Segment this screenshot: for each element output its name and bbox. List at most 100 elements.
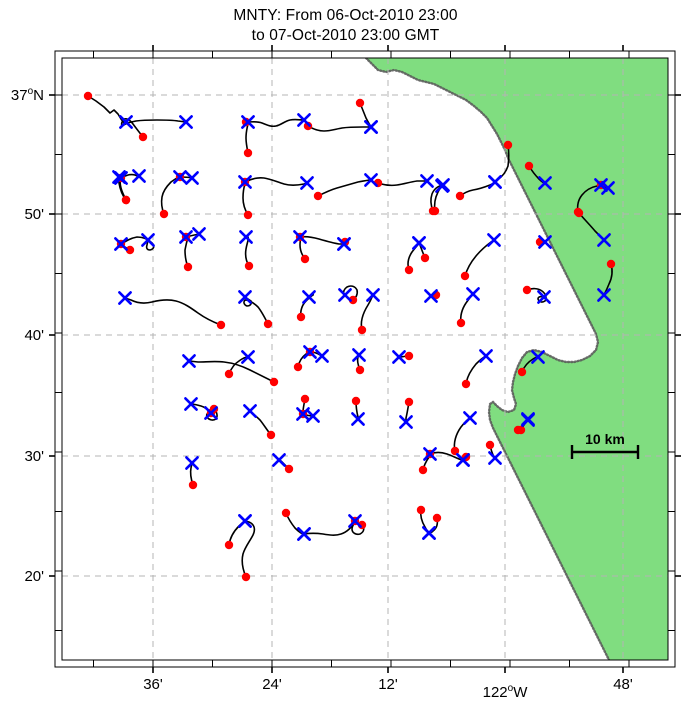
frame-block (450, 50, 511, 59)
end-marker-blue-x (297, 113, 311, 127)
end-marker-blue-x (243, 404, 257, 418)
end-marker-blue-x (293, 230, 307, 244)
end-marker-blue-x (272, 453, 286, 467)
frame-block (667, 94, 676, 155)
start-marker-red-dot (284, 464, 294, 474)
start-marker-red-dot (355, 365, 365, 375)
start-marker-red-dot (266, 430, 276, 440)
trajectory-path (576, 184, 602, 213)
start-marker-red-dot (300, 394, 310, 404)
frame-block (54, 570, 63, 631)
start-marker-red-dot (404, 397, 414, 407)
start-marker-red-dot (216, 320, 226, 330)
start-marker-red-dot (313, 191, 323, 201)
start-marker-red-dot (404, 265, 414, 275)
title-line-2: to 07-Oct-2010 23:00 GMT (251, 27, 440, 44)
start-marker-red-dot (450, 446, 460, 456)
end-marker-blue-x (366, 288, 380, 302)
y-axis-tick-label-0: 37oN (11, 86, 44, 104)
x-axis-tick-label-2: 12' (378, 676, 398, 693)
end-marker-blue-x (300, 176, 314, 190)
trajectory-path (526, 287, 547, 303)
start-marker-red-dot (455, 191, 465, 201)
end-marker-blue-x (594, 178, 608, 192)
frame-block (331, 50, 392, 59)
end-marker-blue-x (338, 288, 352, 302)
end-marker-blue-x (114, 237, 128, 251)
trajectory-path (351, 520, 365, 536)
scale-bar-line (570, 445, 640, 459)
trajectory-path (244, 176, 308, 186)
end-marker-blue-x (204, 406, 218, 420)
plot-frame (49, 45, 681, 673)
frame-block (54, 451, 63, 512)
start-marker-red-dot (513, 425, 523, 435)
x-axis-tick-label-1: 24' (262, 676, 282, 693)
figure-title: MNTY: From 06-Oct-2010 23:00 to 07-Oct-2… (0, 6, 691, 46)
x-axis-tick-label-0: 36' (143, 676, 163, 693)
frame-block (667, 213, 676, 274)
frame-block (667, 570, 676, 631)
frame-block (569, 659, 630, 668)
trajectory-path (430, 184, 444, 212)
scale-bar: 10 km (570, 431, 640, 459)
start-marker-red-dot (517, 367, 527, 377)
end-marker-blue-x (185, 171, 199, 185)
start-marker-red-dot (224, 369, 234, 379)
end-marker-blue-x (597, 288, 611, 302)
end-marker-blue-x (456, 453, 470, 467)
start-marker-red-dot (404, 351, 414, 361)
start-marker-red-dot (296, 312, 306, 322)
frame-block (212, 659, 273, 668)
end-marker-blue-x (179, 230, 193, 244)
end-marker-blue-x (141, 233, 155, 247)
trajectory-path (307, 125, 372, 132)
start-marker-red-dot (461, 379, 471, 389)
end-marker-blue-x (238, 175, 252, 189)
start-marker-red-dot (224, 540, 234, 550)
end-markers-group (112, 113, 615, 541)
end-marker-blue-x (112, 170, 126, 184)
end-marker-blue-x (173, 170, 187, 184)
end-marker-blue-x (348, 514, 362, 528)
end-marker-blue-x (399, 415, 413, 429)
end-marker-blue-x (521, 413, 535, 427)
end-marker-blue-x (118, 291, 132, 305)
trajectory-path (377, 180, 428, 187)
end-marker-blue-x (185, 456, 199, 470)
end-marker-blue-x (241, 350, 255, 364)
end-marker-blue-x (179, 115, 193, 129)
start-marker-red-dot (357, 325, 367, 335)
start-marker-red-dot (293, 362, 303, 372)
end-marker-blue-x (192, 227, 206, 241)
start-marker-red-dot (574, 208, 584, 218)
title-line-1: MNTY: From 06-Oct-2010 23:00 (233, 7, 458, 24)
end-marker-blue-x (422, 526, 436, 540)
trajectory-path (429, 451, 464, 461)
end-marker-blue-x (351, 412, 365, 426)
end-marker-blue-x (239, 230, 253, 244)
start-marker-red-dot (348, 295, 358, 305)
end-marker-blue-x (487, 233, 501, 247)
start-marker-red-dot (503, 140, 513, 150)
frame-block (450, 659, 511, 668)
end-marker-blue-x (182, 354, 196, 368)
end-marker-blue-x (303, 345, 317, 359)
end-marker-blue-x (601, 181, 615, 195)
end-marker-blue-x (466, 287, 480, 301)
scale-bar-label: 10 km (585, 431, 625, 447)
end-marker-blue-x (412, 236, 426, 250)
start-marker-red-dot (269, 377, 279, 387)
end-marker-blue-x (315, 349, 329, 363)
trajectory-path (243, 296, 269, 325)
start-marker-red-dot (300, 254, 310, 264)
x-axis-labels: 36' 24' 12' 122oW 48' (143, 676, 633, 701)
frame-block (54, 94, 63, 155)
trajectory-path (87, 95, 128, 124)
end-marker-blue-x (479, 349, 493, 363)
y-axis-tick-label-4: 20' (24, 568, 44, 585)
end-marker-blue-x (352, 348, 366, 362)
y-axis-tick-label-1: 50' (24, 206, 44, 223)
start-marker-red-dot (606, 259, 616, 269)
